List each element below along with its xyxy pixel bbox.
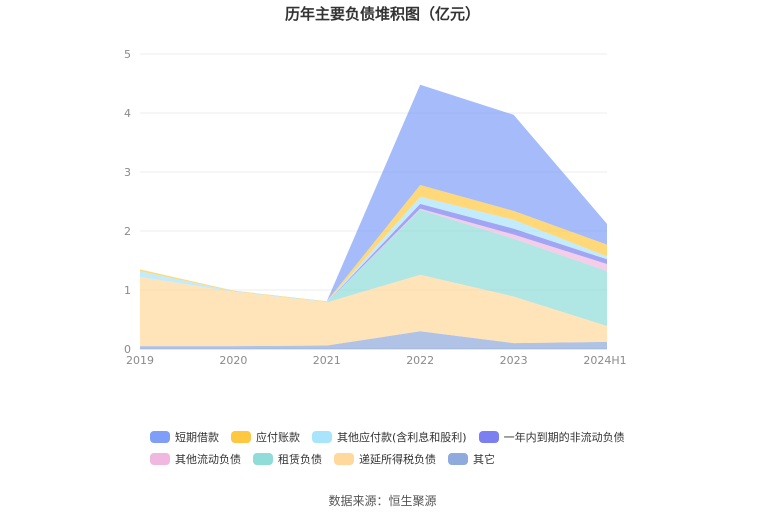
area-series-短期借款[interactable] bbox=[140, 84, 607, 302]
legend-item[interactable]: 其它 bbox=[448, 451, 495, 467]
area-series-其他应付款(含利息和股利)[interactable] bbox=[140, 196, 607, 303]
legend-swatch bbox=[312, 431, 332, 443]
legend-label: 租赁负债 bbox=[278, 453, 322, 466]
legend-item[interactable]: 租赁负债 bbox=[253, 451, 322, 467]
legend-label: 其他流动负债 bbox=[175, 453, 241, 466]
data-source-note: 数据来源：恒生聚源 bbox=[328, 494, 437, 508]
legend-label: 递延所得税负债 bbox=[359, 453, 436, 466]
legend-swatch bbox=[253, 453, 273, 465]
legend-row: 其他流动负债 租赁负债 递延所得税负债 其它 bbox=[150, 448, 670, 470]
y-tick-label: 2 bbox=[124, 225, 131, 238]
legend-label: 其它 bbox=[473, 453, 495, 466]
legend-item[interactable]: 递延所得税负债 bbox=[334, 451, 436, 467]
x-tick-label: 2023 bbox=[500, 354, 528, 367]
axes: 0 1 2 3 4 5 2019 2020 2021 2022 2023 2024H1 bbox=[124, 48, 627, 367]
area-series-租赁负债[interactable] bbox=[140, 209, 607, 326]
y-tick-label: 5 bbox=[124, 48, 131, 61]
legend-item[interactable]: 其他流动负债 bbox=[150, 451, 241, 467]
legend-item[interactable]: 一年内到期的非流动负债 bbox=[478, 429, 625, 445]
area-series-应付账款[interactable] bbox=[140, 185, 607, 302]
legend-swatch bbox=[448, 453, 468, 465]
legend-swatch bbox=[150, 431, 170, 443]
legend-swatch bbox=[150, 453, 170, 465]
legend-item[interactable]: 其他应付款(含利息和股利) bbox=[312, 429, 467, 445]
area-series-其它[interactable] bbox=[140, 331, 607, 349]
x-tick-label: 2021 bbox=[313, 354, 341, 367]
legend-item[interactable]: 应付账款 bbox=[231, 429, 300, 445]
y-tick-label: 4 bbox=[124, 107, 131, 120]
legend-label: 短期借款 bbox=[175, 431, 219, 444]
x-tick-label: 2022 bbox=[406, 354, 434, 367]
y-tick-label: 3 bbox=[124, 166, 131, 179]
legend-row: 短期借款 应付账款 其他应付款(含利息和股利) 一年内到期的非流动负债 bbox=[150, 426, 670, 448]
y-tick-label: 0 bbox=[124, 343, 131, 356]
x-tick-label: 2020 bbox=[219, 354, 247, 367]
area-series-layer bbox=[140, 84, 607, 349]
area-series-递延所得税负债[interactable] bbox=[140, 274, 607, 347]
legend-swatch bbox=[334, 453, 354, 465]
legend-swatch bbox=[478, 431, 499, 443]
legend-label: 应付账款 bbox=[256, 431, 300, 444]
legend-swatch bbox=[231, 431, 251, 443]
legend-label: 其他应付款(含利息和股利) bbox=[337, 431, 467, 444]
x-tick-label: 2019 bbox=[126, 354, 154, 367]
legend-label: 一年内到期的非流动负债 bbox=[503, 431, 625, 444]
x-tick-label: 2024H1 bbox=[583, 354, 626, 367]
y-tick-label: 1 bbox=[124, 284, 131, 297]
legend: 短期借款 应付账款 其他应付款(含利息和股利) 一年内到期的非流动负债 其他流动负债 租… bbox=[150, 426, 670, 470]
legend-item[interactable]: 短期借款 bbox=[150, 429, 219, 445]
chart-title: 历年主要负债堆积图（亿元） bbox=[284, 5, 480, 23]
